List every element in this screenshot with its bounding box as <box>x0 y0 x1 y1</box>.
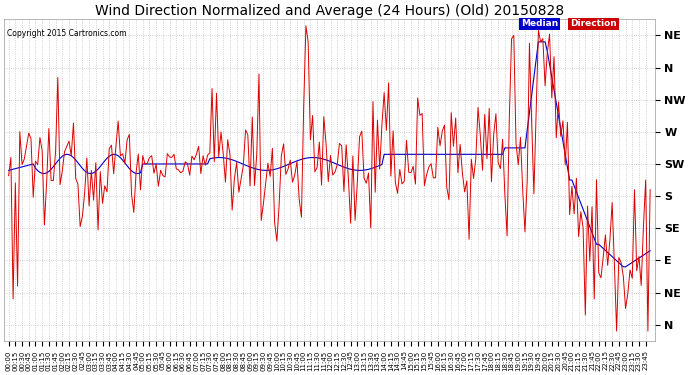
Text: Copyright 2015 Cartronics.com: Copyright 2015 Cartronics.com <box>8 29 127 38</box>
Text: Direction: Direction <box>570 20 617 28</box>
Title: Wind Direction Normalized and Average (24 Hours) (Old) 20150828: Wind Direction Normalized and Average (2… <box>95 4 564 18</box>
Text: Median: Median <box>521 20 558 28</box>
